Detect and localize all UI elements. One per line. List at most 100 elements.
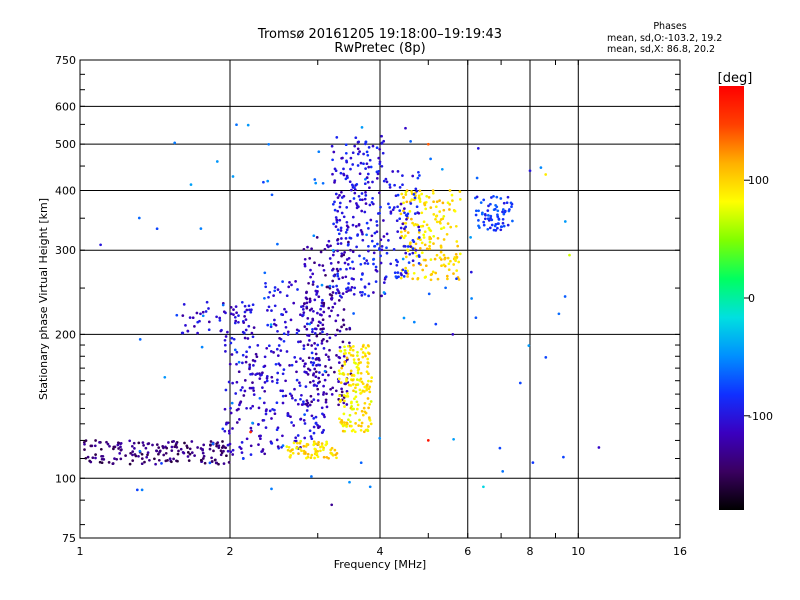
data-point	[133, 447, 136, 450]
data-point	[427, 292, 431, 296]
data-point	[306, 373, 310, 376]
data-point	[324, 398, 328, 402]
data-point	[364, 194, 368, 197]
data-point	[451, 199, 454, 202]
data-point	[243, 315, 246, 318]
data-point	[340, 237, 343, 240]
data-point	[345, 287, 348, 291]
data-point	[380, 294, 383, 298]
data-point	[380, 164, 384, 168]
data-point	[276, 354, 280, 357]
data-point	[368, 385, 372, 389]
data-point	[363, 261, 367, 265]
data-point	[304, 452, 307, 455]
data-point	[368, 158, 372, 162]
data-point	[337, 261, 340, 264]
data-point	[302, 344, 306, 347]
x-tick-label: 8	[527, 545, 534, 558]
axis-ticks: 1 2 4 6 8 10 16 75 100 200 300 400 500 600 750	[55, 54, 687, 558]
data-point	[335, 218, 339, 222]
data-point	[100, 454, 103, 458]
data-point	[305, 322, 309, 326]
data-point	[372, 291, 375, 294]
data-point	[299, 417, 303, 421]
data-point	[337, 377, 341, 381]
data-point	[353, 397, 356, 401]
data-point	[199, 312, 202, 316]
data-point	[391, 208, 395, 212]
data-point	[340, 390, 344, 394]
data-point	[233, 315, 237, 319]
data-point	[218, 319, 222, 322]
data-point	[291, 451, 295, 455]
data-point	[367, 425, 370, 428]
data-point	[494, 229, 498, 232]
data-point	[241, 353, 245, 357]
data-point	[345, 290, 348, 294]
data-point	[345, 390, 349, 393]
data-point	[300, 449, 303, 453]
data-point	[324, 353, 328, 357]
data-point	[151, 443, 154, 447]
data-point	[270, 193, 274, 197]
data-point	[248, 367, 251, 371]
data-point	[363, 385, 367, 389]
data-point	[224, 350, 227, 353]
data-point	[248, 345, 252, 349]
data-point	[294, 280, 297, 283]
data-point	[314, 181, 318, 185]
data-point	[245, 308, 249, 312]
data-point	[312, 309, 315, 313]
data-point	[441, 201, 445, 205]
data-point	[339, 267, 342, 271]
data-point	[343, 349, 347, 352]
data-point	[325, 440, 328, 444]
data-point	[119, 441, 123, 445]
data-point	[279, 349, 283, 352]
data-point	[204, 310, 208, 313]
data-point	[349, 248, 352, 252]
data-point	[315, 293, 318, 296]
data-point	[322, 384, 325, 388]
data-point	[273, 286, 277, 289]
data-point	[345, 220, 349, 224]
data-point	[315, 334, 319, 338]
data-point	[343, 261, 347, 265]
data-point	[222, 449, 225, 453]
data-point	[274, 362, 278, 366]
data-point	[281, 444, 285, 447]
data-point	[131, 459, 135, 462]
data-point	[313, 332, 317, 335]
data-point	[201, 447, 204, 451]
data-point	[199, 458, 203, 462]
data-point	[358, 388, 362, 392]
data-point	[355, 378, 359, 381]
data-point	[303, 436, 307, 440]
data-point	[342, 167, 345, 171]
data-point	[442, 226, 446, 229]
data-point	[422, 236, 426, 239]
data-point	[359, 461, 363, 465]
data-point	[314, 347, 317, 351]
data-point	[389, 262, 393, 266]
data-point	[270, 441, 273, 445]
data-point	[284, 325, 288, 329]
data-point	[388, 186, 392, 189]
data-point	[230, 312, 233, 316]
data-point	[329, 244, 332, 248]
data-point	[345, 379, 348, 383]
data-point	[306, 367, 310, 371]
data-point	[486, 214, 490, 217]
data-point	[392, 206, 396, 209]
data-point	[316, 285, 319, 288]
data-point	[363, 401, 367, 405]
data-point	[336, 209, 340, 213]
data-point	[200, 345, 204, 349]
data-point	[303, 413, 306, 416]
data-point	[235, 421, 239, 424]
data-point	[240, 441, 244, 444]
data-point	[335, 220, 339, 224]
data-point	[346, 372, 350, 376]
data-point	[327, 355, 330, 359]
data-point	[416, 276, 420, 280]
